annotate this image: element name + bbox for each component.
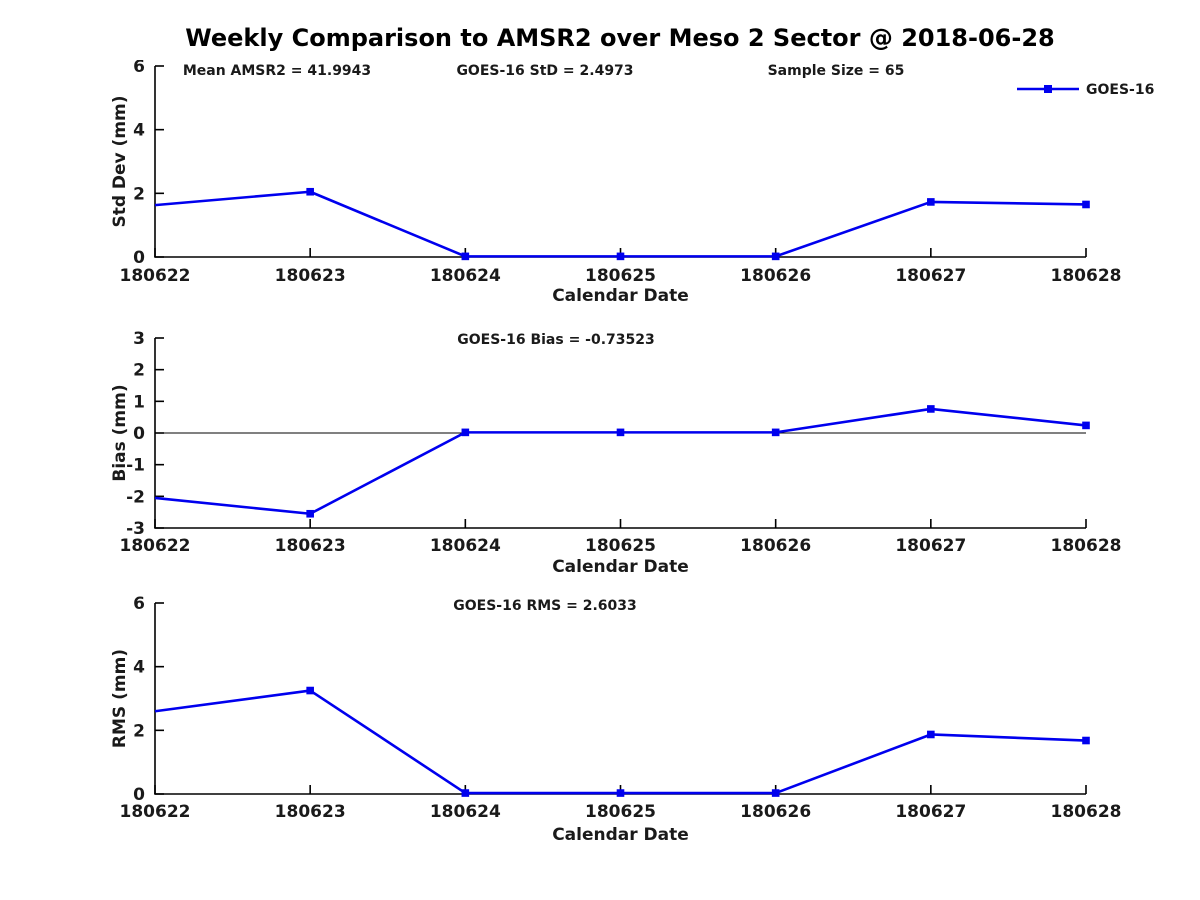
stat-annotation: Mean AMSR2 = 41.9943 — [183, 63, 371, 79]
stat-annotation: GOES-16 StD = 2.4973 — [456, 63, 633, 79]
y-axis-title: Bias (mm) — [110, 384, 130, 481]
y-tick-label: 1 — [133, 392, 145, 412]
data-point-marker — [461, 428, 470, 437]
x-tick-label: 180622 — [120, 266, 191, 286]
y-tick-label: 6 — [133, 594, 145, 614]
x-tick-label: 180625 — [585, 266, 656, 286]
stddev-subplot: 0 2 4 6 180622 180623 180624 180625 180626 180627… — [110, 60, 1154, 306]
x-tick-label: 180628 — [1051, 802, 1122, 822]
x-tick-label: 180624 — [430, 536, 501, 556]
x-tick-label: 180626 — [740, 536, 811, 556]
x-tick-label: 180624 — [430, 266, 501, 286]
data-point-marker — [1082, 736, 1090, 745]
x-axis-title: Calendar Date — [552, 557, 689, 577]
goes16-series-line — [154, 689, 1087, 795]
data-point-marker — [461, 789, 470, 797]
data-point-marker — [306, 686, 314, 695]
y-tick-label: 3 — [133, 329, 145, 349]
legend-marker-sample — [1044, 85, 1052, 93]
page-title: Weekly Comparison to AMSR2 over Meso 2 S… — [185, 24, 1055, 52]
y-tick-label: 2 — [133, 184, 145, 204]
data-point-marker — [1082, 421, 1090, 430]
y-tick-label: -3 — [126, 519, 145, 539]
data-point-marker — [306, 187, 314, 196]
y-tick-label: 0 — [133, 424, 145, 444]
y-tick-label: 4 — [133, 121, 145, 141]
data-point-marker — [1082, 200, 1090, 209]
y-axis-title: Std Dev (mm) — [110, 95, 130, 227]
stat-annotation: GOES-16 RMS = 2.6033 — [453, 598, 637, 614]
y-axis-title: RMS (mm) — [110, 649, 130, 748]
x-tick-label: 180625 — [585, 802, 656, 822]
data-point-marker — [771, 428, 780, 437]
y-tick-label: 0 — [133, 248, 145, 268]
rms-subplot: 0 2 4 6 180622 180623 180624 180625 180626 180627… — [110, 594, 1122, 845]
y-tick-label: -1 — [126, 456, 145, 476]
x-tick-label: 180622 — [120, 536, 191, 556]
data-point-marker — [616, 789, 625, 797]
data-point-marker — [927, 198, 935, 206]
data-point-marker — [461, 252, 470, 261]
x-tick-label: 180627 — [895, 536, 966, 556]
goes16-series-line — [154, 190, 1087, 258]
x-axis-title: Calendar Date — [552, 825, 689, 845]
bias-subplot: -3 -2 -1 0 1 2 3 180622 180623 180624 180625 180626… — [110, 329, 1122, 577]
y-tick-label: 6 — [133, 60, 145, 77]
x-tick-label: 180623 — [275, 536, 346, 556]
y-tick-label: 2 — [133, 721, 145, 741]
stat-annotation: GOES-16 Bias = -0.73523 — [457, 332, 655, 348]
x-tick-label: 180627 — [895, 802, 966, 822]
y-tick-label: 0 — [133, 785, 145, 805]
data-point-marker — [927, 730, 935, 739]
data-point-marker — [927, 405, 935, 413]
y-tick-label: 2 — [133, 361, 145, 381]
data-point-marker — [616, 252, 625, 261]
data-point-marker — [616, 428, 625, 437]
stat-annotation: Sample Size = 65 — [768, 63, 905, 79]
x-tick-label: 180626 — [740, 802, 811, 822]
y-tick-label: -2 — [126, 487, 145, 507]
x-tick-label: 180626 — [740, 266, 811, 286]
x-tick-label: 180628 — [1051, 536, 1122, 556]
y-tick-label: 4 — [133, 658, 145, 678]
x-tick-label: 180627 — [895, 266, 966, 286]
x-tick-label: 180625 — [585, 536, 656, 556]
x-tick-label: 180624 — [430, 802, 501, 822]
x-tick-label: 180622 — [120, 802, 191, 822]
goes16-series-line — [154, 407, 1087, 516]
x-tick-label: 180623 — [275, 802, 346, 822]
data-point-marker — [771, 789, 780, 797]
data-point-marker — [306, 509, 314, 518]
x-tick-label: 180628 — [1051, 266, 1122, 286]
x-tick-label: 180623 — [275, 266, 346, 286]
x-axis-title: Calendar Date — [552, 286, 689, 306]
data-point-marker — [771, 252, 780, 261]
legend-label: GOES-16 — [1086, 82, 1154, 98]
